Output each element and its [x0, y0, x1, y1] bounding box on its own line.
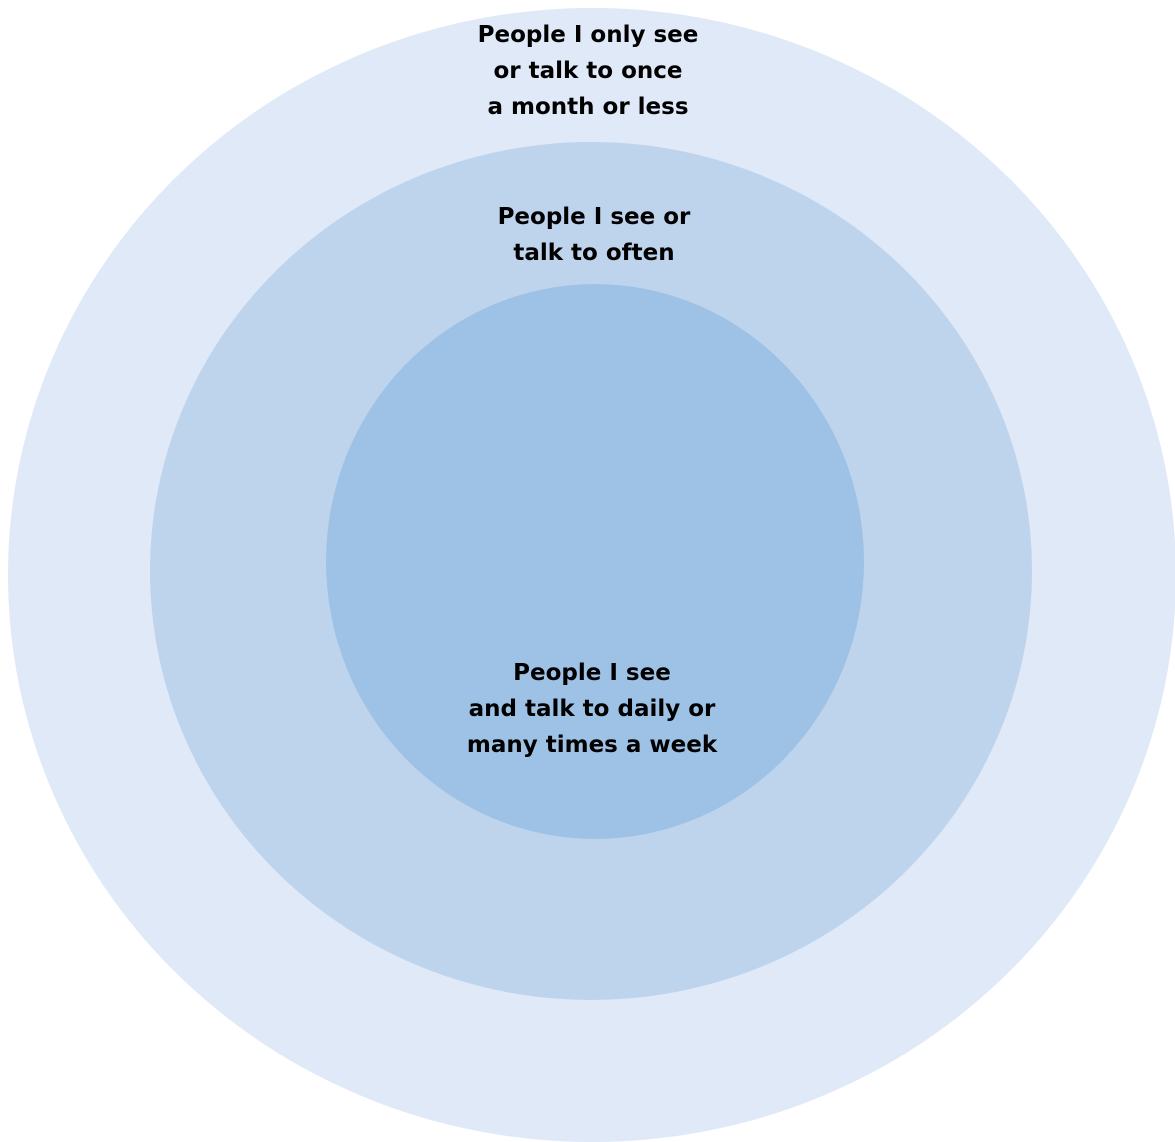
inner-circle — [326, 284, 864, 839]
middle-label-line: talk to often — [513, 240, 675, 266]
inner-label-line: many times a week — [466, 732, 718, 758]
outer-label-line: People I only see — [477, 22, 699, 48]
inner-label-line: and talk to daily or — [468, 696, 716, 722]
outer-circle-label: People I only see or talk to once a mont… — [388, 17, 788, 125]
middle-circle-label: People I see or talk to often — [394, 199, 794, 271]
middle-label-line: People I see or — [497, 204, 691, 230]
outer-label-line: or talk to once — [493, 58, 683, 84]
inner-circle-label: People I see and talk to daily or many t… — [392, 655, 792, 763]
inner-label-line: People I see — [513, 660, 671, 686]
outer-label-line: a month or less — [487, 94, 689, 120]
